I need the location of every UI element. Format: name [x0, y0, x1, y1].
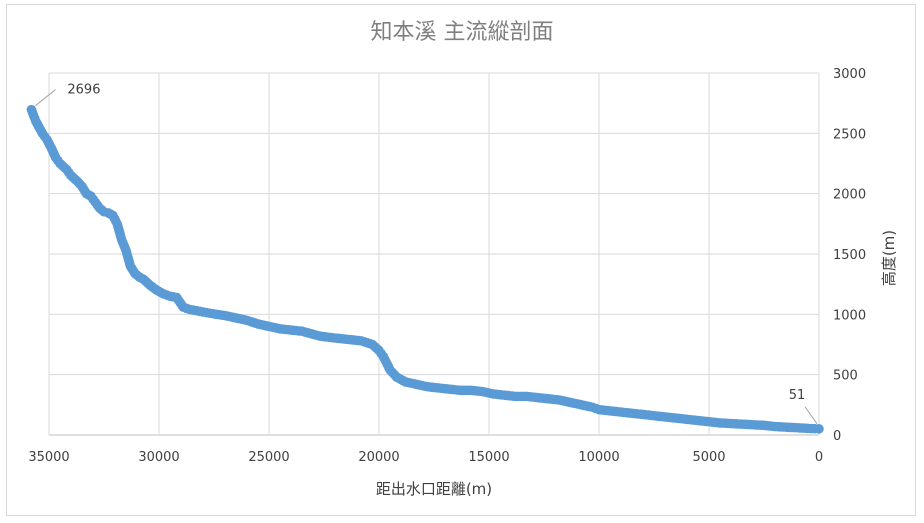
data-labels: 2696 51	[35, 83, 818, 425]
data-point	[814, 424, 824, 434]
y-tick-label: 2500	[833, 127, 866, 142]
y-tick-label: 1500	[833, 248, 866, 263]
y-tick-label: 1000	[833, 308, 866, 323]
y-tick-label: 500	[833, 369, 858, 384]
x-tick-label: 30000	[138, 450, 179, 465]
data-series	[26, 104, 824, 434]
y-tick-label: 2000	[833, 188, 866, 203]
y-axis-ticks: 0 500 1000 1500 2000 2500 3000	[833, 67, 866, 444]
y-axis-label: 高度(m)	[879, 229, 898, 287]
y-tick-label: 3000	[833, 67, 866, 82]
gridlines	[48, 72, 820, 436]
data-label-leader	[35, 89, 56, 107]
chart-title: 知本溪 主流縱剖面	[370, 20, 554, 45]
x-tick-label: 0	[815, 450, 823, 465]
chart-area	[6, 4, 916, 516]
data-label: 2696	[67, 83, 100, 98]
y-tick-label: 0	[833, 429, 841, 444]
data-label-leader	[804, 406, 818, 425]
x-tick-label: 15000	[468, 450, 509, 465]
x-tick-label: 10000	[578, 450, 619, 465]
x-tick-label: 5000	[692, 450, 725, 465]
x-tick-label: 20000	[358, 450, 399, 465]
x-axis-label: 距出水口距離(m)	[375, 480, 493, 498]
x-tick-label: 25000	[248, 450, 289, 465]
data-label: 51	[789, 388, 806, 403]
x-tick-label: 35000	[28, 450, 69, 465]
x-axis-ticks: 35000 30000 25000 20000 15000 10000 5000 0	[28, 450, 823, 465]
